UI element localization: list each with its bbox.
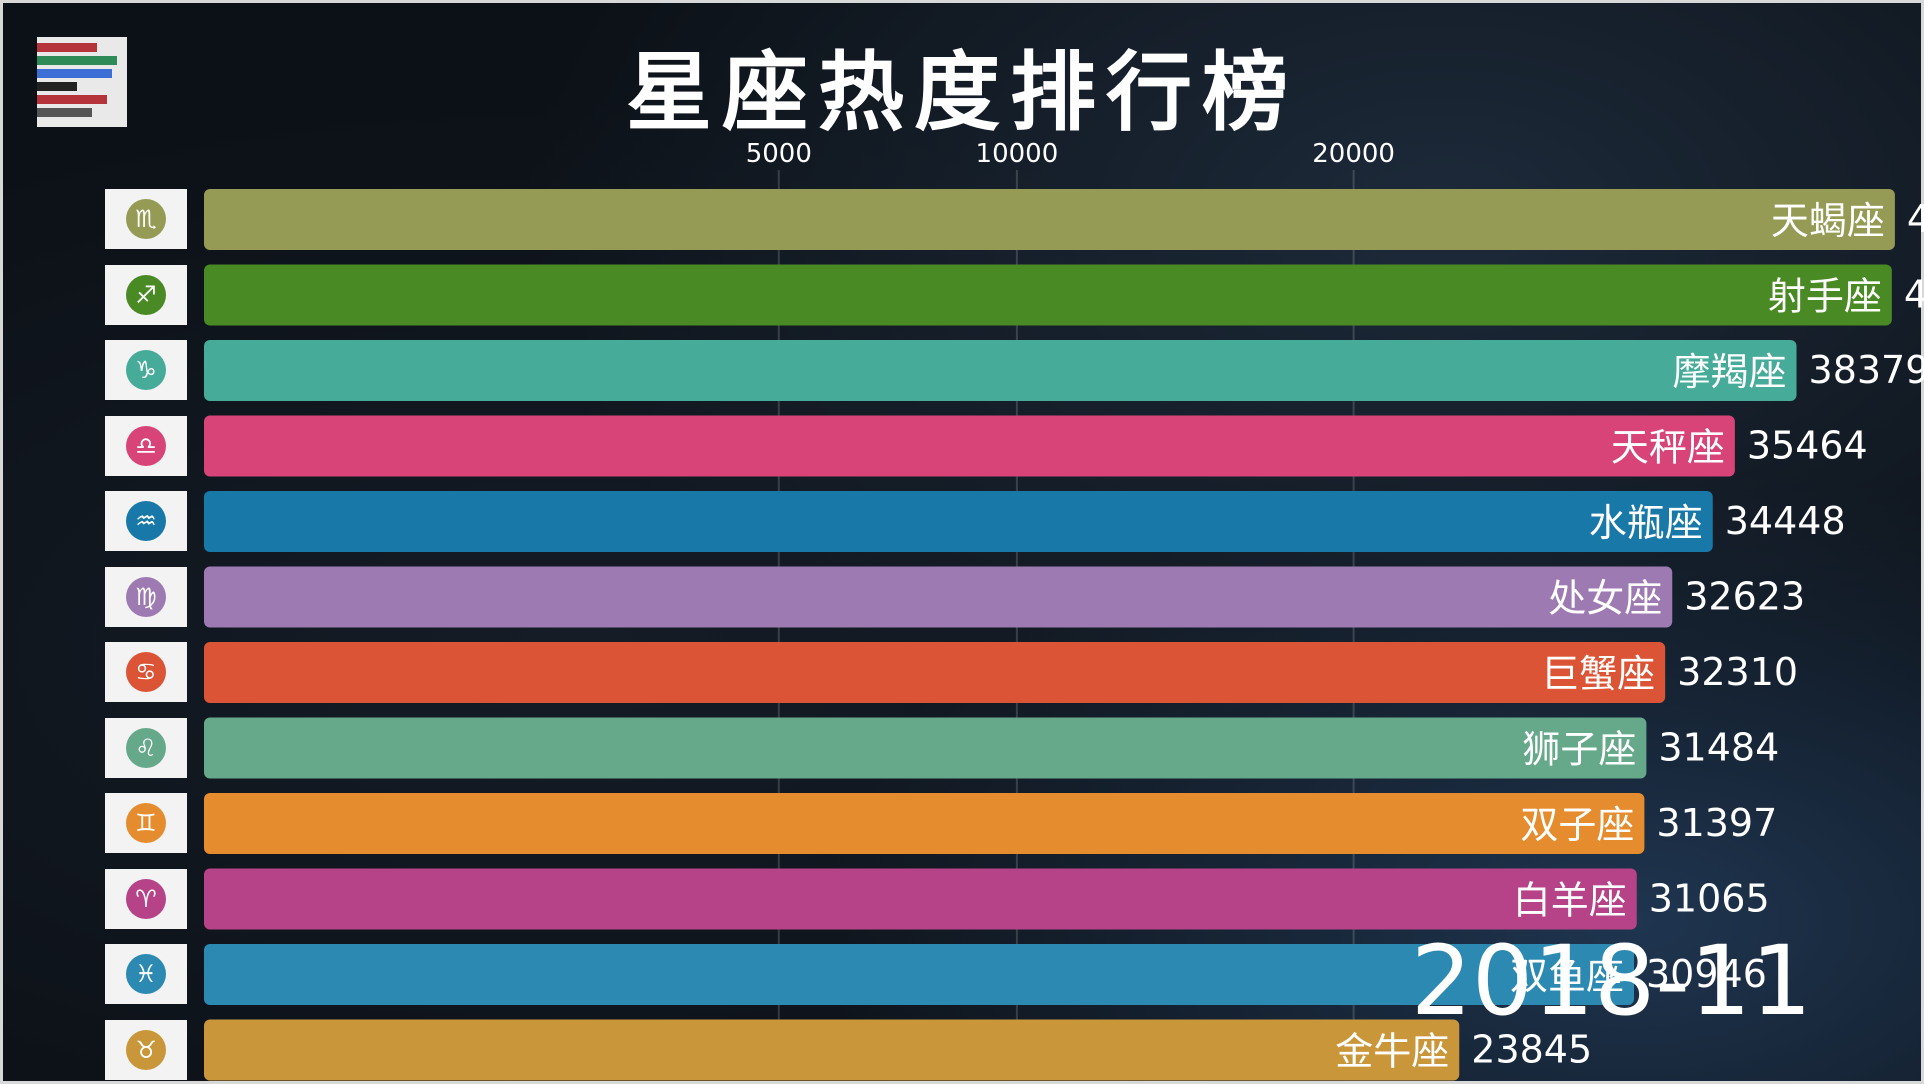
- icon-tile: ♏: [105, 189, 187, 249]
- logo-stripe: [37, 108, 92, 117]
- bar-value-label: 38379: [1809, 348, 1924, 392]
- bar-category-label: 狮子座: [1522, 728, 1636, 772]
- aries-icon: ♈: [126, 878, 166, 919]
- logo-stripe: [37, 69, 112, 78]
- bar-value-label: 43111: [1904, 273, 1924, 317]
- icon-tile: ♉: [105, 1019, 187, 1080]
- aquarius-icon: ♒: [126, 501, 166, 541]
- x-tick-label: 10000: [976, 139, 1059, 169]
- bar-category-label: 巨蟹座: [1541, 652, 1655, 696]
- bars: 天蝎座 43268 射手座 43111 摩羯座 38379 天秤座 35464 水瓶座 34448…: [204, 189, 1924, 1081]
- bar-category-label: 双子座: [1520, 803, 1634, 847]
- icon-tile: ♍: [105, 566, 187, 627]
- date-label: 2018-11: [1410, 925, 1812, 1037]
- bar-category-label: 水瓶座: [1589, 501, 1703, 545]
- icon-tile: ♑: [105, 340, 187, 400]
- bar-value-label: 34448: [1725, 499, 1846, 543]
- bar: [204, 340, 1797, 401]
- libra-icon: ♎: [126, 425, 166, 466]
- bar: [204, 264, 1892, 326]
- cancer-icon: ♋: [126, 652, 166, 692]
- bar: [204, 944, 1635, 1005]
- bar-value-label: 23845: [1471, 1028, 1592, 1072]
- bar: [204, 566, 1673, 628]
- x-tick-label: 5000: [746, 139, 812, 169]
- icon-tile: ♌: [105, 717, 187, 778]
- icon-tile: ♐: [105, 264, 187, 325]
- bar: [204, 1019, 1460, 1081]
- leo-icon: ♌: [126, 727, 166, 768]
- capricorn-icon: ♑: [126, 350, 166, 390]
- bar: [204, 868, 1637, 930]
- bar-category-label: 天蝎座: [1771, 199, 1885, 243]
- bar-value-label: 31484: [1658, 726, 1779, 770]
- icon-tile: ♎: [105, 415, 187, 476]
- bar-category-label: 处女座: [1548, 577, 1662, 621]
- bar-category-label: 天秤座: [1611, 426, 1725, 470]
- bar: [204, 717, 1647, 779]
- bar-value-label: 31065: [1649, 877, 1770, 921]
- x-axis-ticks: 5000100002000050000: [746, 139, 1395, 169]
- bar-value-label: 35464: [1747, 424, 1868, 468]
- logo-stripe: [37, 95, 107, 104]
- logo-stripe: [37, 82, 77, 91]
- bar-category-label: 射手座: [1768, 275, 1882, 319]
- bar-value-label: 32623: [1684, 575, 1805, 619]
- bar: [204, 793, 1645, 854]
- bar-value-label: 31397: [1656, 801, 1777, 845]
- bar: [204, 415, 1735, 477]
- bar-category-label: 摩羯座: [1673, 350, 1787, 394]
- icon-tile: ♊: [105, 793, 187, 853]
- bar-category-label: 白羊座: [1513, 879, 1627, 923]
- icon-tile: ♈: [105, 868, 187, 929]
- bar: [204, 491, 1713, 552]
- logo-icon: [37, 37, 127, 127]
- chart-title: 星座热度排行榜: [626, 43, 1298, 143]
- bar-value-label: 43268: [1907, 197, 1924, 241]
- bar-category-label: 双鱼座: [1510, 954, 1624, 998]
- logo-stripe: [37, 56, 117, 65]
- icon-tile: ♒: [105, 491, 187, 551]
- pisces-icon: ♓: [126, 954, 166, 994]
- scorpio-icon: ♏: [126, 199, 166, 239]
- gemini-icon: ♊: [126, 803, 166, 843]
- bar: [204, 642, 1666, 703]
- icon-tile: ♓: [105, 944, 187, 1004]
- sagittarius-icon: ♐: [126, 274, 166, 315]
- bar: [204, 189, 1895, 250]
- x-tick-label: 20000: [1312, 139, 1395, 169]
- bar-value-label: 32310: [1677, 650, 1798, 694]
- bar-category-label: 金牛座: [1335, 1030, 1449, 1074]
- icon-tile: ♋: [105, 642, 187, 702]
- taurus-icon: ♉: [126, 1029, 166, 1070]
- virgo-icon: ♍: [126, 576, 166, 617]
- logo-stripe: [37, 43, 97, 52]
- bar-value-label: 30946: [1646, 952, 1767, 996]
